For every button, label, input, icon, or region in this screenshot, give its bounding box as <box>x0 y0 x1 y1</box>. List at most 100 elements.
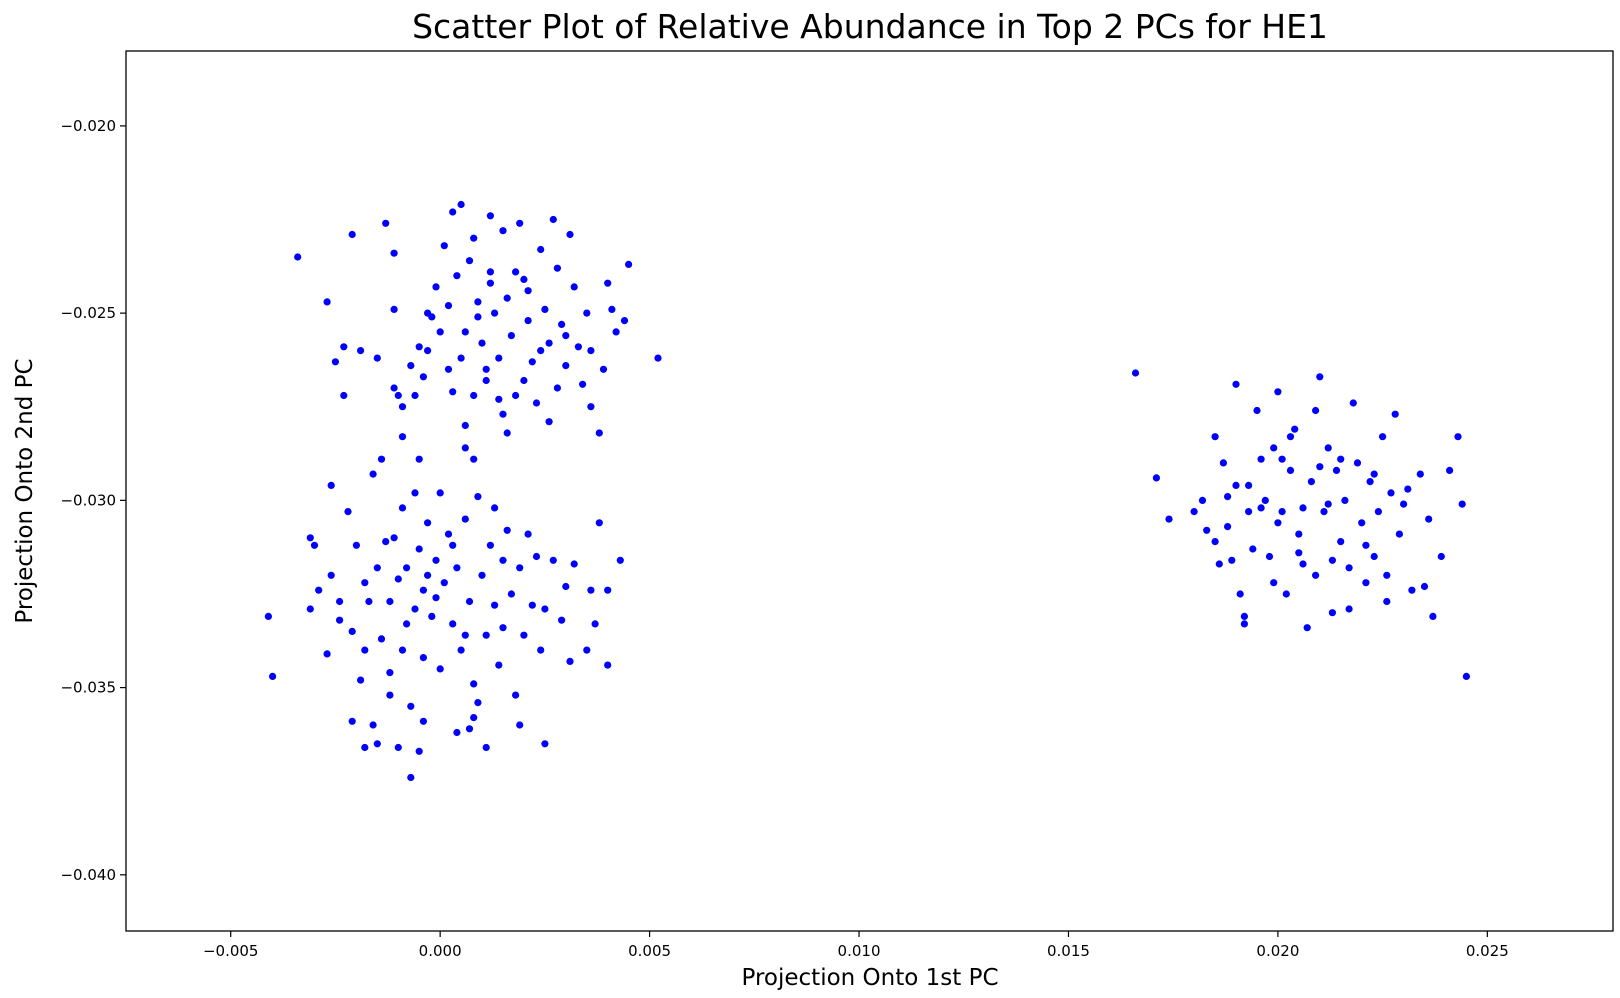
data-point <box>398 403 407 411</box>
data-point <box>415 343 423 351</box>
data-point <box>1299 560 1307 568</box>
data-point <box>336 597 344 606</box>
data-point <box>424 347 432 355</box>
data-point <box>1328 609 1336 617</box>
data-point <box>411 391 419 400</box>
data-point <box>1391 410 1399 418</box>
data-point <box>390 384 398 392</box>
data-point <box>357 347 365 355</box>
data-point <box>1261 496 1269 504</box>
data-point <box>465 597 474 606</box>
data-point <box>1286 433 1295 441</box>
data-point <box>419 654 427 662</box>
data-point <box>1224 493 1232 501</box>
data-point <box>1295 549 1303 557</box>
data-point <box>491 309 499 317</box>
y-axis-label: Projection Onto 2nd PC <box>12 358 38 623</box>
data-point <box>1370 470 1378 478</box>
data-point <box>436 328 444 336</box>
data-point <box>407 773 415 782</box>
data-point <box>583 309 591 317</box>
data-point <box>369 470 377 478</box>
data-point <box>516 564 524 572</box>
data-point <box>549 556 557 564</box>
data-point <box>562 332 570 340</box>
data-point <box>537 646 545 654</box>
data-point <box>495 395 503 403</box>
data-point <box>348 717 356 725</box>
data-point <box>377 635 386 643</box>
data-point <box>470 234 478 242</box>
data-point <box>444 365 453 373</box>
data-point <box>373 564 381 572</box>
x-tick-label: 0.000 <box>419 942 462 960</box>
data-point <box>436 489 444 497</box>
data-point <box>562 362 570 370</box>
data-point <box>482 365 490 373</box>
data-point <box>1249 545 1257 553</box>
x-axis-ticks: −0.005 0.000 0.005 0.010 0.015 0.020 0.025 <box>203 931 1509 960</box>
data-point <box>419 373 427 381</box>
data-point <box>1337 538 1345 546</box>
data-point <box>306 605 314 613</box>
data-point <box>1278 455 1286 463</box>
data-point <box>503 294 511 302</box>
data-point <box>453 728 461 737</box>
data-point <box>1299 504 1307 512</box>
data-point <box>482 376 490 385</box>
data-point <box>1312 406 1320 415</box>
data-point <box>591 620 599 628</box>
data-point <box>1383 571 1391 579</box>
data-point <box>361 579 369 587</box>
data-point <box>1362 541 1370 549</box>
data-point <box>511 691 520 699</box>
data-point <box>491 601 499 609</box>
data-point <box>474 298 482 306</box>
data-point <box>486 541 494 549</box>
data-point <box>1349 399 1357 407</box>
data-point <box>294 253 302 261</box>
data-point <box>352 541 360 549</box>
data-point <box>465 257 474 265</box>
data-point <box>482 743 490 752</box>
data-point <box>1446 466 1454 474</box>
data-point <box>553 384 562 392</box>
data-point <box>520 275 528 283</box>
data-point <box>1245 481 1253 489</box>
data-point <box>1274 519 1282 527</box>
data-point <box>1253 406 1261 415</box>
data-point <box>1307 478 1315 486</box>
y-axis-ticks: −0.020 −0.025 −0.030 −0.035 −0.040 <box>60 117 126 884</box>
data-point <box>1404 485 1412 493</box>
data-point <box>625 260 633 268</box>
data-point <box>486 279 494 287</box>
data-point <box>440 242 448 250</box>
data-point <box>1203 526 1211 534</box>
data-point <box>340 343 348 351</box>
data-point <box>1383 597 1391 606</box>
data-point <box>390 305 398 313</box>
data-point <box>1387 489 1395 497</box>
data-point <box>558 320 566 328</box>
data-point <box>482 631 490 639</box>
data-point <box>599 365 608 373</box>
data-point <box>398 433 407 441</box>
data-point <box>1320 508 1328 516</box>
data-point <box>537 347 545 355</box>
data-point <box>377 455 386 463</box>
data-point <box>1303 624 1311 632</box>
data-point <box>511 391 520 400</box>
data-point <box>1270 444 1278 452</box>
data-point <box>516 721 524 729</box>
data-point <box>1278 508 1286 516</box>
data-point <box>1291 425 1299 433</box>
data-point <box>1316 463 1324 471</box>
data-point <box>579 380 587 388</box>
data-point <box>520 376 528 385</box>
data-point <box>327 481 335 489</box>
data-point <box>457 354 465 362</box>
data-point <box>470 714 478 722</box>
data-point <box>1408 586 1416 594</box>
data-point <box>545 418 553 426</box>
data-point <box>587 403 595 411</box>
